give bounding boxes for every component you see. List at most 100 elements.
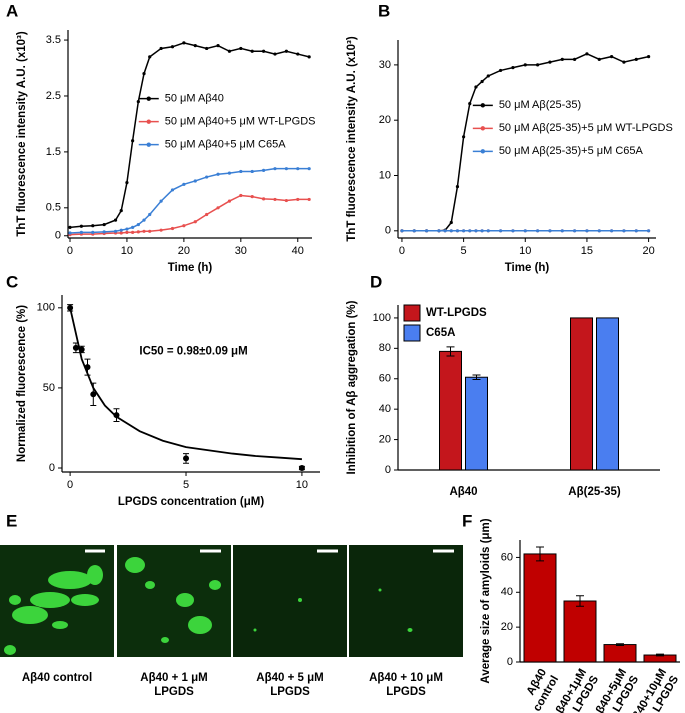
bar <box>439 350 462 471</box>
legend-label: 50 μM Aβ(25-35)+5 μM WT-LPGDS <box>499 122 673 134</box>
point <box>90 391 97 398</box>
y-tick-label: 0 <box>385 225 391 237</box>
point <box>136 222 140 227</box>
point <box>261 168 266 172</box>
point <box>536 63 540 67</box>
x-axis-title: LPGDS concentration (μM) <box>118 496 264 508</box>
point <box>597 229 601 233</box>
point <box>142 229 146 233</box>
point <box>462 135 466 139</box>
point <box>486 74 490 78</box>
point <box>284 49 288 53</box>
error-bar <box>446 346 455 357</box>
y-tick-label: 20 <box>379 433 391 445</box>
point <box>511 66 515 70</box>
caption: Aβ40 + 1 μM LPGDS <box>140 672 207 698</box>
point <box>113 229 118 233</box>
point <box>131 139 135 143</box>
y-axis-title: ThT fluorescence intensity A.U. (x10³) <box>16 31 28 237</box>
point <box>296 197 300 202</box>
panel-letter: B <box>378 1 390 20</box>
legend-label: 50 μM Aβ(25-35)+5 μM C65A <box>499 145 644 157</box>
micrographs <box>0 545 463 657</box>
fit-curve <box>69 307 302 461</box>
point <box>91 230 95 235</box>
error-bar <box>472 374 481 381</box>
x-tick-label: 5 <box>461 245 467 257</box>
point <box>261 49 266 53</box>
point <box>273 167 277 171</box>
x-tick-label: 0 <box>399 245 405 257</box>
point <box>125 230 129 235</box>
point <box>142 218 146 222</box>
y-axis-title: ThT fluorescence intensity A.U. (x10³) <box>346 36 358 242</box>
point <box>182 182 186 186</box>
point <box>647 54 651 59</box>
series-line <box>401 53 649 232</box>
point <box>486 229 490 233</box>
point <box>573 229 577 233</box>
point <box>142 72 146 76</box>
point <box>634 229 638 233</box>
point <box>273 197 277 202</box>
x-tick-label: Aβ40 <box>449 486 477 498</box>
text-line: LPGDS <box>270 686 310 698</box>
legend-swatch <box>403 304 421 322</box>
point <box>412 229 416 233</box>
point <box>610 229 614 233</box>
x-tick-label: 10 <box>121 245 133 257</box>
point <box>250 49 254 53</box>
text-line: Aβ40 + 10 μM <box>369 672 443 684</box>
point <box>468 229 472 233</box>
point <box>610 54 614 59</box>
point <box>119 231 123 235</box>
point <box>449 229 453 233</box>
point <box>79 224 83 228</box>
legend-label: 50 μM Aβ(25-35) <box>499 99 581 111</box>
x-tick-label: 10 <box>519 245 531 257</box>
y-tick-label: 80 <box>379 342 391 354</box>
y-tick-label: 40 <box>379 403 391 415</box>
point <box>307 167 311 171</box>
point <box>148 212 152 217</box>
x-tick-label: 20 <box>178 245 190 257</box>
point <box>261 197 266 201</box>
point <box>474 229 478 233</box>
point <box>480 229 484 233</box>
micrograph <box>233 545 347 657</box>
x-tick-label: 20 <box>642 245 654 257</box>
legend-marker <box>480 149 486 154</box>
point <box>250 195 254 199</box>
point <box>499 68 503 73</box>
y-tick-label: 60 <box>379 373 391 385</box>
point <box>296 52 300 56</box>
point <box>425 229 429 233</box>
point <box>573 57 577 61</box>
y-tick-label: 2.5 <box>46 90 61 102</box>
legend-swatch <box>403 324 421 342</box>
error-bar <box>656 653 664 657</box>
point <box>227 49 232 53</box>
panel-letter: C <box>6 272 18 291</box>
point <box>131 230 135 235</box>
error-bar <box>536 546 544 562</box>
point <box>170 188 175 192</box>
text-line: Aβ40 + 1 μM <box>140 672 207 684</box>
bar <box>570 317 593 471</box>
point <box>205 175 209 179</box>
y-tick-label: 20 <box>501 621 513 633</box>
point <box>523 63 527 67</box>
panel-letter: A <box>6 1 18 20</box>
point <box>136 230 140 234</box>
y-tick-label: 10 <box>379 169 391 181</box>
point <box>193 179 197 183</box>
point <box>307 197 311 202</box>
point <box>284 198 288 203</box>
point <box>193 44 197 48</box>
point <box>119 209 123 213</box>
point <box>216 44 220 48</box>
legend-label: C65A <box>426 327 455 339</box>
y-tick-label: 60 <box>501 551 513 563</box>
legend-marker <box>480 103 486 108</box>
point <box>227 199 232 203</box>
